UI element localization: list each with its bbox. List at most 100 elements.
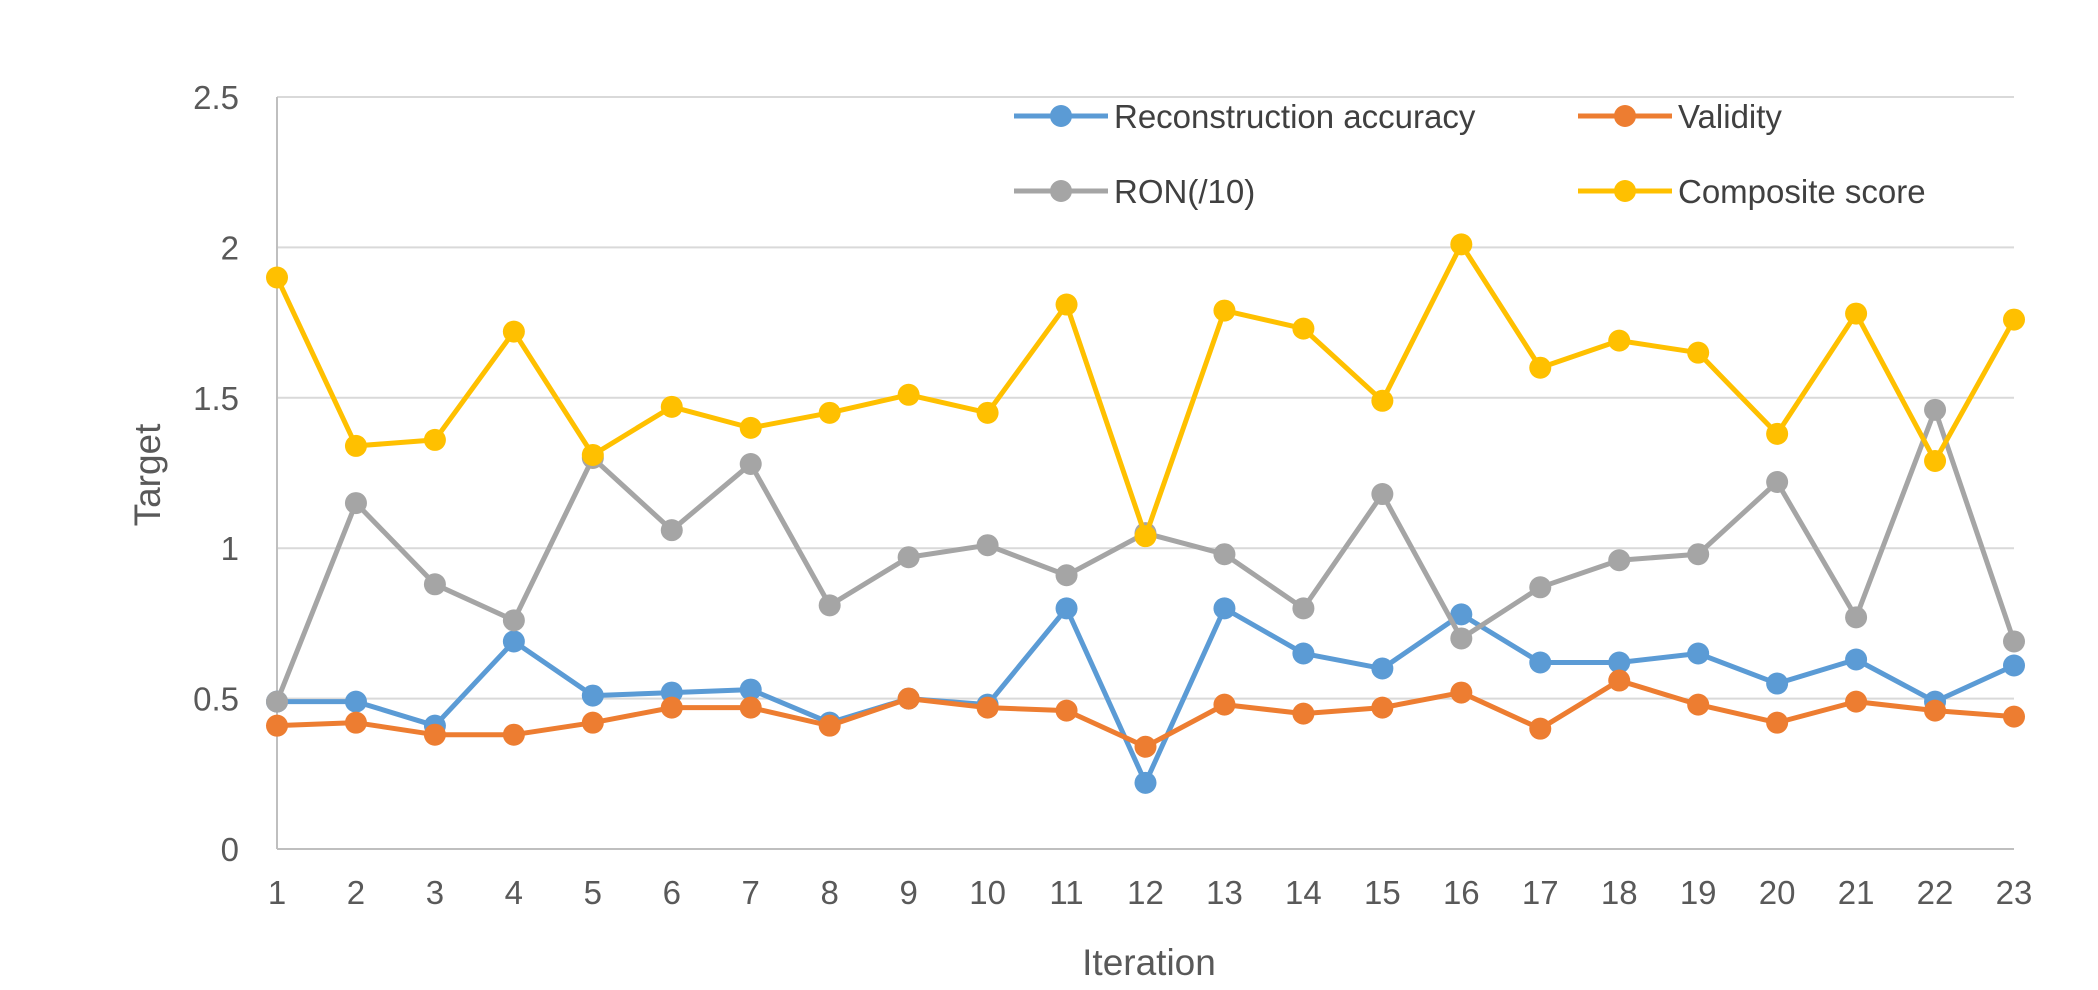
data-point — [1529, 356, 1552, 379]
data-point — [1608, 651, 1631, 674]
data-point — [1766, 422, 1789, 445]
data-point — [1766, 711, 1789, 734]
x-tick-label: 23 — [1996, 874, 2033, 911]
data-point — [344, 690, 367, 713]
y-axis-ticks: 0 0.5 1 1.5 2 2.5 — [193, 79, 239, 868]
x-tick-label: 7 — [742, 874, 760, 911]
data-point — [897, 383, 920, 406]
legend-item: Composite score — [1578, 173, 1926, 210]
y-tick-label: 0 — [221, 831, 239, 868]
data-point — [660, 696, 683, 719]
data-point — [818, 401, 841, 424]
data-point — [1529, 717, 1552, 740]
x-tick-label: 4 — [505, 874, 523, 911]
data-point — [1055, 699, 1078, 722]
y-axis-title: Target — [127, 423, 168, 527]
data-point — [1371, 696, 1394, 719]
data-point — [739, 696, 762, 719]
legend-label: RON(/10) — [1114, 173, 1255, 210]
series-2 — [266, 398, 2025, 713]
x-tick-label: 1 — [268, 874, 286, 911]
data-point — [266, 690, 288, 713]
data-point — [1608, 669, 1631, 692]
data-point — [1055, 597, 1078, 620]
data-point — [1134, 771, 1157, 794]
data-point — [344, 711, 367, 734]
x-tick-label: 6 — [663, 874, 681, 911]
data-point — [1529, 576, 1552, 599]
x-tick-label: 9 — [899, 874, 917, 911]
data-point — [1213, 693, 1236, 716]
data-point — [1450, 627, 1473, 650]
data-point — [1766, 672, 1789, 695]
data-point — [1213, 299, 1236, 322]
data-point — [1845, 606, 1868, 629]
data-point — [1687, 642, 1710, 665]
data-point — [739, 678, 762, 701]
data-point — [739, 416, 762, 439]
legend-swatch-marker — [1050, 180, 1072, 202]
data-point — [1687, 543, 1710, 566]
data-point — [1055, 564, 1078, 587]
y-tick-label: 1 — [221, 530, 239, 567]
data-point — [2003, 630, 2025, 653]
x-axis-title: Iteration — [1082, 942, 1216, 983]
x-tick-label: 15 — [1364, 874, 1401, 911]
legend: Reconstruction accuracy Validity RON(/10) C… — [1014, 98, 1926, 210]
data-point — [502, 320, 525, 343]
x-tick-label: 14 — [1285, 874, 1322, 911]
legend-swatch-marker — [1614, 180, 1636, 202]
data-point — [818, 594, 841, 617]
legend-swatch-marker — [1614, 105, 1636, 127]
data-point — [1608, 329, 1631, 352]
y-tick-label: 2 — [221, 229, 239, 266]
x-tick-label: 21 — [1838, 874, 1875, 911]
y-tick-label: 0.5 — [193, 681, 239, 718]
data-point — [502, 609, 525, 632]
legend-item: Validity — [1578, 98, 1782, 135]
data-point — [976, 696, 999, 719]
data-point — [897, 687, 920, 710]
legend-label: Validity — [1678, 98, 1782, 135]
x-tick-label: 12 — [1127, 874, 1164, 911]
data-point — [1529, 651, 1552, 674]
data-point — [581, 711, 604, 734]
data-point — [1450, 681, 1473, 704]
data-point — [1213, 543, 1236, 566]
data-point — [423, 428, 446, 451]
data-point — [2003, 654, 2025, 677]
series-3 — [266, 233, 2025, 548]
data-point — [1845, 648, 1868, 671]
data-point — [660, 395, 683, 418]
data-point — [344, 492, 367, 515]
series-layer — [266, 233, 2025, 794]
data-point — [1134, 735, 1157, 758]
data-point — [1450, 603, 1473, 626]
x-tick-label: 20 — [1759, 874, 1796, 911]
data-point — [1687, 341, 1710, 364]
x-tick-label: 17 — [1522, 874, 1559, 911]
data-point — [976, 534, 999, 557]
x-tick-label: 13 — [1206, 874, 1243, 911]
data-point — [423, 573, 446, 596]
series-line — [274, 241, 2017, 539]
data-point — [1292, 642, 1315, 665]
data-point — [1134, 525, 1157, 548]
data-point — [1924, 699, 1947, 722]
data-point — [2003, 308, 2025, 331]
data-point — [1450, 233, 1473, 256]
series-1 — [266, 669, 2025, 758]
data-point — [581, 443, 604, 466]
data-point — [1371, 657, 1394, 680]
x-tick-label: 10 — [969, 874, 1006, 911]
legend-item: Reconstruction accuracy — [1014, 98, 1476, 135]
data-point — [502, 630, 525, 653]
x-tick-label: 16 — [1443, 874, 1480, 911]
x-tick-label: 2 — [347, 874, 365, 911]
data-point — [581, 684, 604, 707]
data-point — [1292, 317, 1315, 340]
gridlines — [277, 96, 2014, 700]
legend-label: Reconstruction accuracy — [1114, 98, 1476, 135]
data-point — [739, 452, 762, 475]
data-point — [976, 401, 999, 424]
